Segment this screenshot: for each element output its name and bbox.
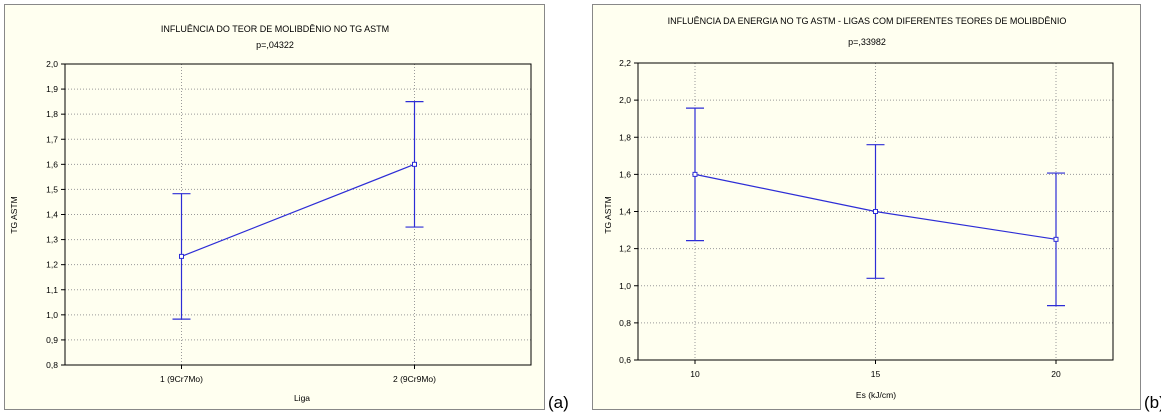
chart-a-data-point	[179, 253, 184, 259]
chart-a-ylabel: TG ASTM	[9, 196, 19, 233]
chart-b-ytick-label: 1,6	[619, 169, 631, 179]
chart-a-series-line	[181, 163, 415, 257]
chart-panel-b: INFLUÊNCIA DA ENERGIA NO TG ASTM - LIGAS…	[592, 4, 1141, 410]
chart-a-xtick-label: 1 (9Cr7Mo)	[160, 374, 203, 384]
chart-a-ytick-label: 1,1	[46, 285, 58, 295]
chart-b-svg: INFLUÊNCIA DA ENERGIA NO TG ASTM - LIGAS…	[603, 16, 1114, 400]
chart-a-ytick-label: 1,8	[46, 109, 58, 119]
chart-b-ytick-label: 2,0	[619, 95, 631, 105]
chart-b-title: INFLUÊNCIA DA ENERGIA NO TG ASTM - LIGAS…	[668, 16, 1067, 26]
chart-a-ytick-label: 1,7	[46, 134, 58, 144]
chart-a-ytick-label: 1,4	[46, 210, 58, 220]
chart-b-xlabel: Es (kJ/cm)	[856, 390, 896, 400]
chart-a-subtitle: p=,04322	[256, 40, 294, 50]
chart-a-data-point	[412, 161, 417, 167]
chart-b-data-point	[1053, 236, 1059, 242]
chart-b-xtick-label: 10	[690, 369, 700, 379]
chart-a-ytick-label: 1,9	[46, 84, 58, 94]
panel-label-b: (b)	[1144, 393, 1161, 412]
chart-b-ytick-label: 2,2	[619, 58, 631, 68]
chart-a-svg: INFLUÊNCIA DO TEOR DE MOLIBDÊNIO NO TG A…	[9, 24, 532, 403]
chart-b-ytick-label: 0,6	[619, 355, 631, 365]
panel-label-a: (a)	[548, 393, 569, 412]
chart-a-xtick-label: 2 (9Cr9Mo)	[393, 374, 436, 384]
chart-a-ytick-label: 1,3	[46, 235, 58, 245]
chart-a-ytick-label: 1,0	[46, 310, 58, 320]
chart-b-ylabel: TG ASTM	[603, 196, 613, 233]
chart-b-plot-frame	[637, 62, 1114, 361]
chart-a-ytick-label: 0,9	[46, 335, 58, 345]
chart-b-data-point	[873, 209, 878, 214]
chart-panel-a: INFLUÊNCIA DO TEOR DE MOLIBDÊNIO NO TG A…	[4, 4, 545, 410]
chart-b-xtick-label: 20	[1051, 369, 1061, 379]
chart-a-xlabel: Liga	[294, 393, 310, 403]
chart-a-ytick-label: 1,5	[46, 184, 58, 194]
chart-b-ytick-label: 1,8	[619, 132, 631, 142]
chart-a-ytick-label: 1,2	[46, 260, 58, 270]
chart-b-ytick-label: 1,2	[619, 244, 631, 254]
chart-b-ytick-label: 0,8	[619, 318, 631, 328]
chart-a-ytick-label: 0,8	[46, 360, 58, 370]
chart-a-ytick-label: 2,0	[46, 59, 58, 69]
chart-b-data-point	[692, 171, 698, 177]
chart-b-ytick-label: 1,4	[619, 207, 631, 217]
chart-a-title: INFLUÊNCIA DO TEOR DE MOLIBDÊNIO NO TG A…	[161, 24, 389, 34]
chart-a-ytick-label: 1,6	[46, 159, 58, 169]
chart-b-ytick-label: 1,0	[619, 281, 631, 291]
chart-a-plot-frame	[64, 63, 532, 366]
chart-b-subtitle: p=,33982	[848, 37, 886, 47]
chart-b-xtick-label: 15	[871, 369, 881, 379]
